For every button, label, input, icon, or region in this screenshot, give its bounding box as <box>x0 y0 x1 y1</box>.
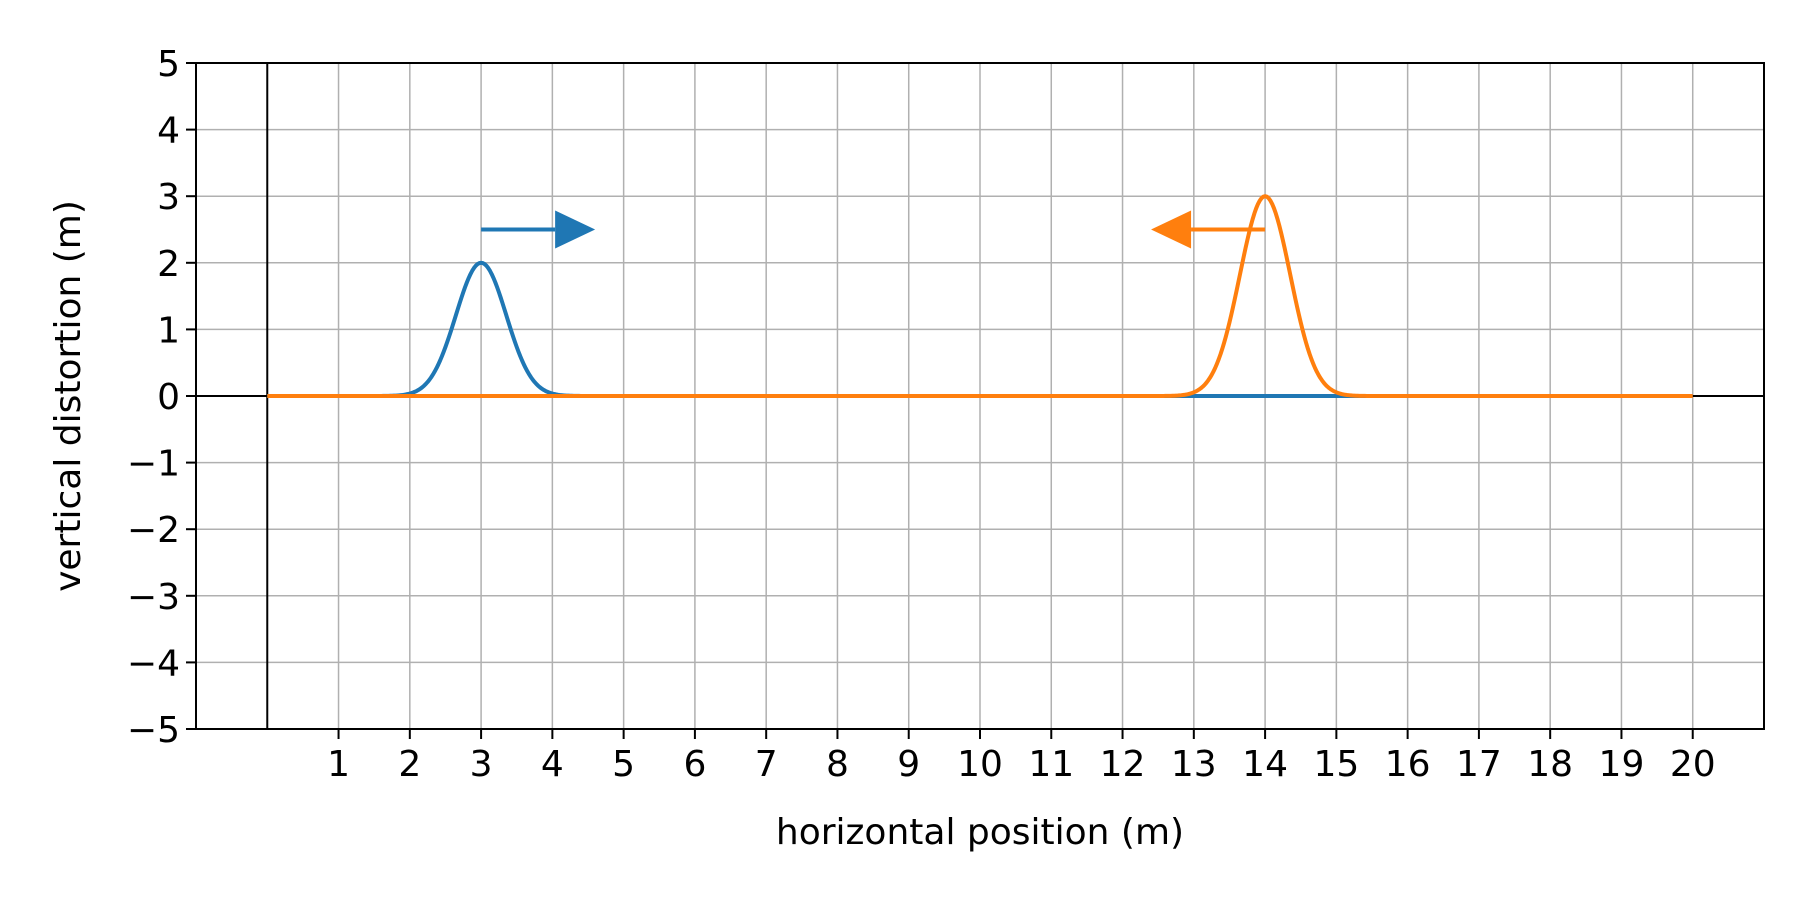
direction-arrow-head-1 <box>555 210 596 249</box>
y-tick-label: 5 <box>157 44 180 85</box>
x-tick-label: 8 <box>826 744 849 785</box>
y-tick-label: 3 <box>157 177 180 218</box>
x-tick-label: 18 <box>1527 744 1573 785</box>
x-tick-label: 15 <box>1313 744 1359 785</box>
y-tick-label: 4 <box>157 111 180 152</box>
y-axis-label: vertical distortion (m) <box>48 200 89 592</box>
y-tick-label: −4 <box>127 643 180 684</box>
x-tick-label: 6 <box>683 744 706 785</box>
x-tick-label: 20 <box>1670 744 1716 785</box>
x-tick-label: 12 <box>1100 744 1146 785</box>
x-tick-label: 4 <box>541 744 564 785</box>
y-tick-label: −1 <box>127 444 180 485</box>
direction-arrows <box>481 210 1266 249</box>
y-tick-label: −3 <box>127 577 180 618</box>
x-tick-label: 7 <box>755 744 778 785</box>
y-tick-label: 0 <box>157 377 180 418</box>
series-line-2 <box>267 194 1693 398</box>
y-tick-label: 2 <box>157 244 180 285</box>
x-tick-label: 16 <box>1385 744 1431 785</box>
x-tick-label: 11 <box>1028 744 1074 785</box>
x-tick-label: 3 <box>470 744 493 785</box>
x-tick-label: 5 <box>612 744 635 785</box>
y-tick-label: −5 <box>127 710 180 751</box>
x-tick-label: 10 <box>957 744 1003 785</box>
y-axis: −5 −4 −3 −2 −1 0 1 2 3 4 5 <box>127 44 196 751</box>
series-lines <box>267 194 1693 398</box>
x-tick-label: 1 <box>327 744 350 785</box>
y-tick-label: −2 <box>127 510 180 551</box>
x-tick-label: 17 <box>1456 744 1502 785</box>
direction-arrow-head-2 <box>1151 210 1192 249</box>
x-tick-label: 2 <box>398 744 421 785</box>
x-tick-label: 13 <box>1171 744 1217 785</box>
x-tick-label: 14 <box>1242 744 1288 785</box>
x-axis-label: horizontal position (m) <box>776 812 1184 853</box>
plot-area <box>195 62 1765 730</box>
x-axis: 1 2 3 4 5 6 7 8 9 10 11 12 13 14 15 16 17 18 19 20 <box>327 729 1716 785</box>
y-tick-label: 1 <box>157 310 180 351</box>
x-tick-label: 9 <box>897 744 920 785</box>
x-tick-label: 19 <box>1599 744 1645 785</box>
